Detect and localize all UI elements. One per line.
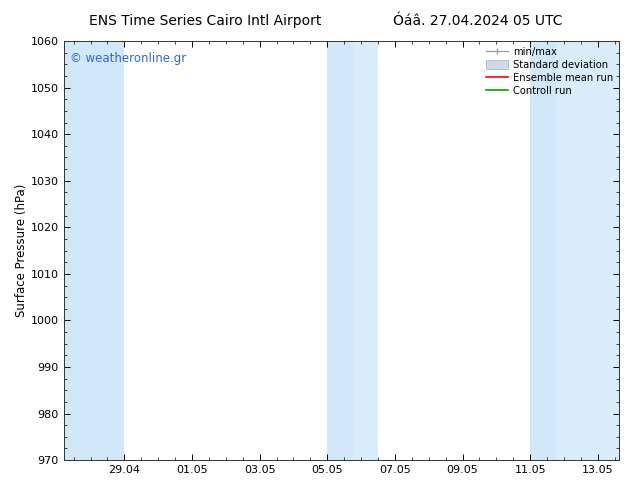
Bar bbox=[530, 41, 555, 460]
Bar bbox=[64, 41, 124, 460]
Bar bbox=[353, 41, 378, 460]
Text: Óáâ. 27.04.2024 05 UTC: Óáâ. 27.04.2024 05 UTC bbox=[393, 14, 562, 28]
Bar bbox=[555, 41, 619, 460]
Legend: min/max, Standard deviation, Ensemble mean run, Controll run: min/max, Standard deviation, Ensemble me… bbox=[482, 43, 617, 100]
Bar bbox=[327, 41, 353, 460]
Text: ENS Time Series Cairo Intl Airport: ENS Time Series Cairo Intl Airport bbox=[89, 14, 321, 28]
Y-axis label: Surface Pressure (hPa): Surface Pressure (hPa) bbox=[15, 184, 28, 318]
Text: © weatheronline.gr: © weatheronline.gr bbox=[70, 51, 186, 65]
